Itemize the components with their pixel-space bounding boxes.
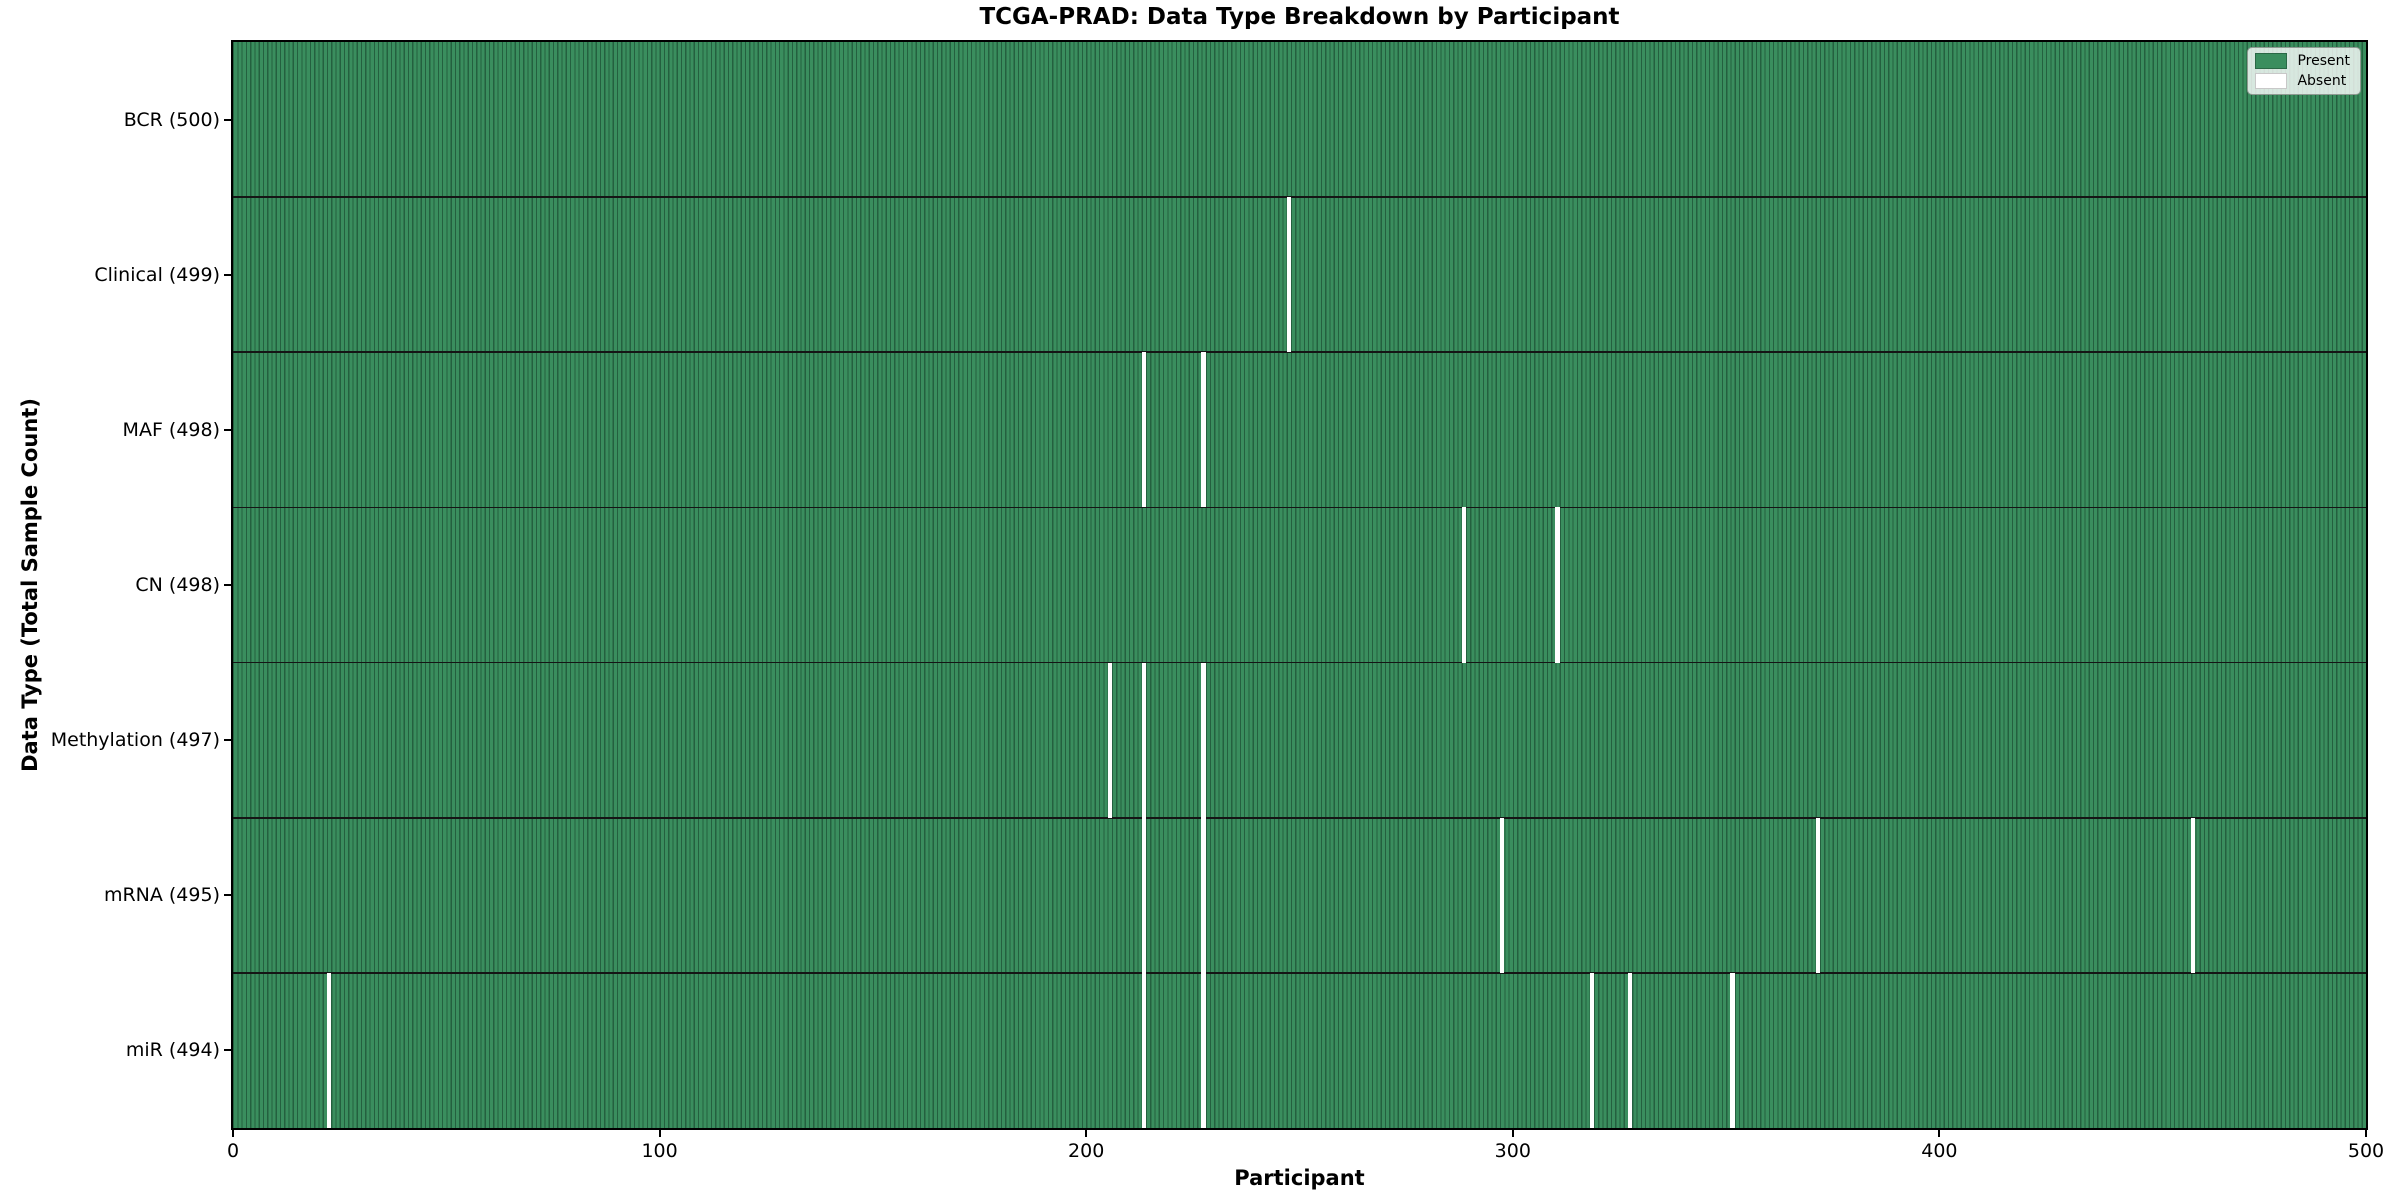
absent-mark-mRNA-459: [2191, 817, 2196, 973]
x-tick-label-100: 100: [641, 1140, 678, 1162]
absent-mark-Methylation-227: [1201, 662, 1206, 818]
absent-mark-MAF-213: [1141, 352, 1146, 508]
y-tick-label-mRNA: mRNA (495): [103, 884, 220, 907]
plot-frame: [231, 40, 2368, 1130]
absent-mark-mRNA-227: [1201, 817, 1206, 973]
row-separator: [233, 196, 2366, 198]
y-tick-label-miR: miR (494): [125, 1039, 220, 1062]
y-tick-label-BCR: BCR (500): [123, 108, 220, 131]
legend-label-absent: Absent: [2297, 73, 2347, 89]
absent-mark-CN-310: [1555, 507, 1560, 663]
y-tick-label-Clinical: Clinical (499): [94, 263, 220, 286]
x-axis-label: Participant: [1234, 1166, 1365, 1190]
absent-mark-Clinical-247: [1286, 197, 1291, 353]
x-tick-label-500: 500: [2347, 1140, 2385, 1162]
absent-mark-CN-288: [1461, 507, 1466, 663]
legend-label-present: Present: [2297, 53, 2350, 69]
absent-mark-MAF-227: [1201, 352, 1206, 508]
y-tick-mark: [224, 428, 233, 431]
absent-mark-mRNA-371: [1815, 817, 1820, 973]
absent-mark-mRNA-213: [1141, 817, 1146, 973]
x-tick-mark: [1085, 1128, 1088, 1137]
absent-mark-miR-318: [1589, 972, 1594, 1128]
plot-area: Present Absent: [231, 40, 2368, 1130]
absent-mark-miR-227: [1201, 972, 1206, 1128]
x-tick-label-400: 400: [1921, 1140, 1958, 1162]
x-tick-label-0: 0: [226, 1140, 240, 1162]
y-tick-mark: [224, 584, 233, 586]
row-separator: [233, 506, 2366, 509]
legend-entry-absent: Absent: [2255, 73, 2350, 89]
legend-swatch-present: [2255, 53, 2288, 69]
row-separator: [233, 661, 2366, 664]
x-tick-mark: [2365, 1128, 2367, 1137]
chart-title: TCGA-PRAD: Data Type Breakdown by Partic…: [979, 4, 1620, 30]
absent-mark-miR-351: [1730, 972, 1735, 1128]
legend-swatch-absent: [2255, 73, 2288, 89]
x-tick-mark: [232, 1128, 234, 1137]
y-tick-mark: [224, 739, 233, 742]
x-tick-label-200: 200: [1068, 1140, 1105, 1162]
x-tick-mark: [1938, 1128, 1941, 1137]
absent-mark-Methylation-213: [1141, 662, 1146, 818]
absent-mark-miR-327: [1627, 972, 1633, 1128]
x-tick-mark: [658, 1128, 661, 1137]
y-tick-mark: [224, 1049, 233, 1052]
x-tick-label-300: 300: [1494, 1140, 1531, 1162]
row-separator: [233, 351, 2366, 354]
absent-mark-mRNA-297: [1500, 817, 1505, 973]
legend: Present Absent: [2247, 47, 2361, 95]
absent-mark-miR-22: [326, 972, 332, 1128]
y-tick-mark: [224, 894, 233, 897]
row-separator: [233, 972, 2366, 974]
row-separator: [233, 816, 2366, 819]
y-tick-mark: [224, 118, 233, 121]
absent-mark-miR-213: [1141, 972, 1146, 1128]
legend-entry-present: Present: [2255, 53, 2350, 69]
absent-mark-Methylation-205: [1107, 662, 1112, 818]
y-tick-mark: [224, 273, 233, 276]
y-tick-label-MAF: MAF (498): [122, 418, 220, 441]
y-tick-label-Methylation: Methylation (497): [50, 729, 220, 752]
x-tick-mark: [1511, 1128, 1514, 1137]
y-tick-label-CN: CN (498): [135, 574, 220, 596]
